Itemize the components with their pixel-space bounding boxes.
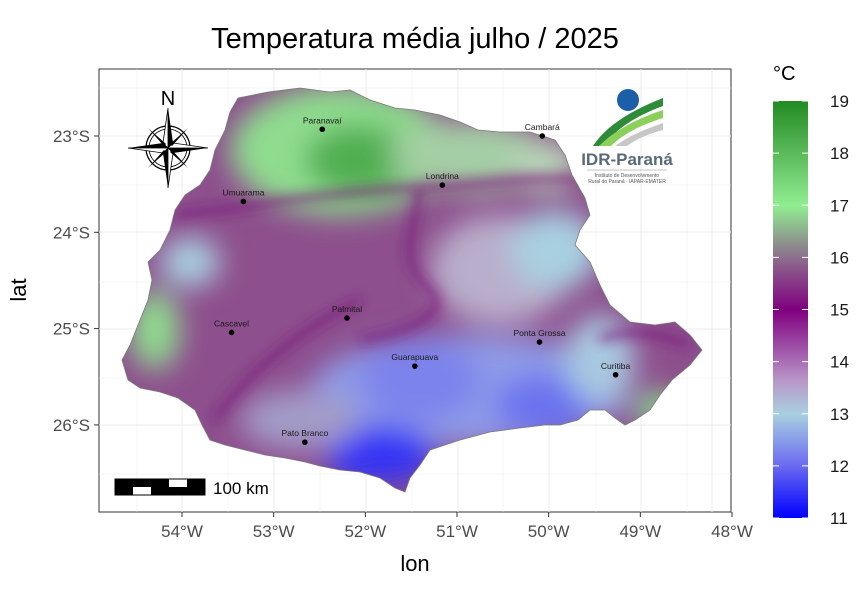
idr-parana-logo: IDR-Paraná Instituto de Desenvolvimento … — [581, 89, 673, 185]
city-point — [319, 126, 326, 133]
city-point — [439, 182, 446, 188]
legend-tick-label: 18 — [830, 144, 849, 163]
legend-tick-label: 14 — [830, 353, 849, 372]
city-label: Cambará — [525, 122, 560, 132]
logo-subtitle-2: Rural do Paraná - IAPAR-EMATER — [588, 179, 666, 185]
legend-tick-label: 11 — [830, 509, 848, 528]
city-label: Palmital — [332, 304, 362, 314]
x-tick-label: 54°W — [161, 522, 203, 541]
colorbar-legend: °C 19 18 17 16 15 14 13 12 11 — [773, 63, 849, 528]
y-tick-label: 25°S — [53, 320, 90, 339]
x-tick-label: 53°W — [253, 522, 295, 541]
city-point — [302, 439, 308, 446]
x-tick-label: 50°W — [528, 522, 570, 541]
logo-subtitle-1: Instituto de Desenvolvimento — [595, 173, 659, 179]
x-tick-label: 48°W — [711, 522, 753, 541]
city-label: Ponta Grossa — [514, 328, 566, 338]
compass-north-label: N — [161, 88, 175, 110]
logo-name: IDR-Paraná — [581, 150, 673, 169]
compass-rose-icon: N — [127, 88, 209, 189]
x-tick-label: 51°W — [436, 522, 478, 541]
y-tick-label: 24°S — [53, 223, 90, 242]
city-point — [412, 363, 418, 369]
legend-tick-label: 19 — [830, 92, 849, 111]
city-markers: Paranavaí Cambará Londrina Umuarama Palmital… — [214, 115, 631, 446]
scale-bar: 100 km — [114, 478, 269, 498]
scale-bar-label: 100 km — [213, 479, 269, 498]
x-axis-ticks: 54°W 53°W 52°W 51°W 50°W 49°W 48°W — [161, 512, 753, 541]
city-point — [612, 372, 619, 378]
city-label: Pato Branco — [281, 428, 328, 438]
city-label: Londrina — [426, 171, 459, 181]
city-point — [344, 315, 350, 321]
x-tick-label: 49°W — [619, 522, 661, 541]
legend-tick-label: 16 — [830, 248, 849, 267]
y-tick-label: 26°S — [53, 416, 90, 435]
city-label: Umuarama — [222, 187, 264, 197]
y-axis-ticks: 23°S 24°S 25°S 26°S — [53, 127, 99, 435]
legend-unit: °C — [773, 63, 795, 85]
chart-title: Temperatura média julho / 2025 — [211, 23, 619, 55]
legend-tick-label: 17 — [830, 196, 849, 215]
city-label: Curitiba — [601, 361, 631, 371]
legend-tick-label: 15 — [830, 301, 849, 320]
city-point — [228, 329, 235, 336]
x-axis-label: lon — [400, 551, 429, 576]
city-point — [539, 133, 546, 139]
city-point — [240, 198, 247, 205]
y-axis-label: lat — [6, 278, 31, 301]
x-tick-label: 52°W — [344, 522, 386, 541]
city-label: Guarapuava — [391, 352, 438, 362]
y-tick-label: 23°S — [53, 127, 90, 146]
legend-tick-label: 13 — [830, 405, 849, 424]
city-label: Cascavel — [214, 318, 249, 328]
legend-ticks: 19 18 17 16 15 14 13 12 11 — [773, 92, 849, 528]
legend-tick-label: 12 — [830, 457, 849, 476]
city-label: Paranavaí — [303, 115, 342, 125]
city-point — [536, 339, 543, 345]
